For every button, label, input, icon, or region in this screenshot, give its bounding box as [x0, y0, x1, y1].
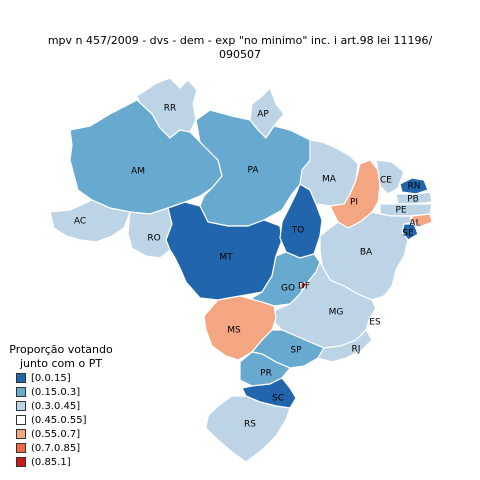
legend-label: (0.15.0.3]: [31, 386, 81, 398]
state-ac: [49, 199, 131, 243]
map-title-line2: 090507: [219, 48, 261, 61]
legend-item: (0.45.0.55]: [16, 413, 120, 427]
map-title-line1: mpv n 457/2009 - dvs - dem - exp "no min…: [47, 34, 433, 47]
legend-label: (0.3.0.45]: [31, 400, 81, 412]
legend-swatch: [16, 401, 26, 411]
legend-item: (0.15.0.3]: [16, 385, 120, 399]
legend-title-line1: Proporção votando: [9, 343, 113, 356]
state-label-al: AL: [409, 219, 420, 229]
state-label-am: AM: [131, 167, 145, 177]
legend-label: (0.55.0.7]: [31, 428, 81, 440]
state-es: [365, 295, 391, 333]
state-label-go: GO: [281, 284, 295, 294]
state-pr: [239, 351, 291, 387]
state-label-mt: MT: [219, 253, 233, 263]
state-label-sc: SC: [272, 394, 284, 404]
state-label-ac: AC: [74, 217, 86, 227]
state-rs: [205, 395, 291, 463]
legend-title-line2: junto com o PT: [19, 357, 103, 370]
state-label-df: DF: [298, 282, 310, 292]
legend-label: (0.85.1]: [31, 456, 71, 468]
state-label-ce: CE: [380, 176, 392, 186]
state-label-ma: MA: [322, 175, 337, 185]
legend-item: (0.3.0.45]: [16, 399, 120, 413]
legend-item: (0.7.0.85]: [16, 441, 120, 455]
legend-swatch: [16, 443, 26, 453]
legend-label: [0.0.15]: [31, 372, 71, 384]
state-rj: [317, 329, 373, 363]
legend-item: [0.0.15]: [16, 371, 120, 385]
state-label-ms: MS: [227, 326, 241, 336]
state-label-rn: RN: [408, 182, 421, 192]
legend-label: (0.45.0.55]: [31, 414, 87, 426]
legend-label: (0.7.0.85]: [31, 442, 81, 454]
legend-item: (0.55.0.7]: [16, 427, 120, 441]
state-label-pb: PB: [407, 195, 419, 205]
legend-swatch: [16, 415, 26, 425]
state-ce: [375, 159, 405, 195]
state-label-ro: RO: [147, 234, 160, 244]
state-label-rr: RR: [164, 104, 177, 114]
state-label-rj: RJ: [352, 345, 361, 355]
state-label-ap: AP: [257, 110, 269, 120]
legend: Proporção votando junto com o PT [0.0.15…: [2, 343, 120, 469]
legend-swatch: [16, 387, 26, 397]
state-label-pr: PR: [260, 369, 272, 379]
state-label-to: TO: [291, 226, 305, 236]
legend-item: (0.85.1]: [16, 455, 120, 469]
state-label-mg: MG: [329, 308, 344, 318]
legend-swatch: [16, 457, 26, 467]
state-label-rs: RS: [244, 420, 256, 430]
legend-swatch: [16, 373, 26, 383]
state-pa: [195, 109, 323, 227]
legend-swatch: [16, 429, 26, 439]
state-label-ba: BA: [360, 248, 373, 258]
state-label-pa: PA: [247, 166, 259, 176]
state-label-pe: PE: [395, 206, 406, 216]
state-label-pi: PI: [350, 198, 358, 208]
state-rn: [399, 177, 429, 195]
state-label-sp: SP: [290, 346, 302, 356]
state-label-es: ES: [369, 318, 381, 328]
state-label-se: SE: [402, 229, 414, 239]
